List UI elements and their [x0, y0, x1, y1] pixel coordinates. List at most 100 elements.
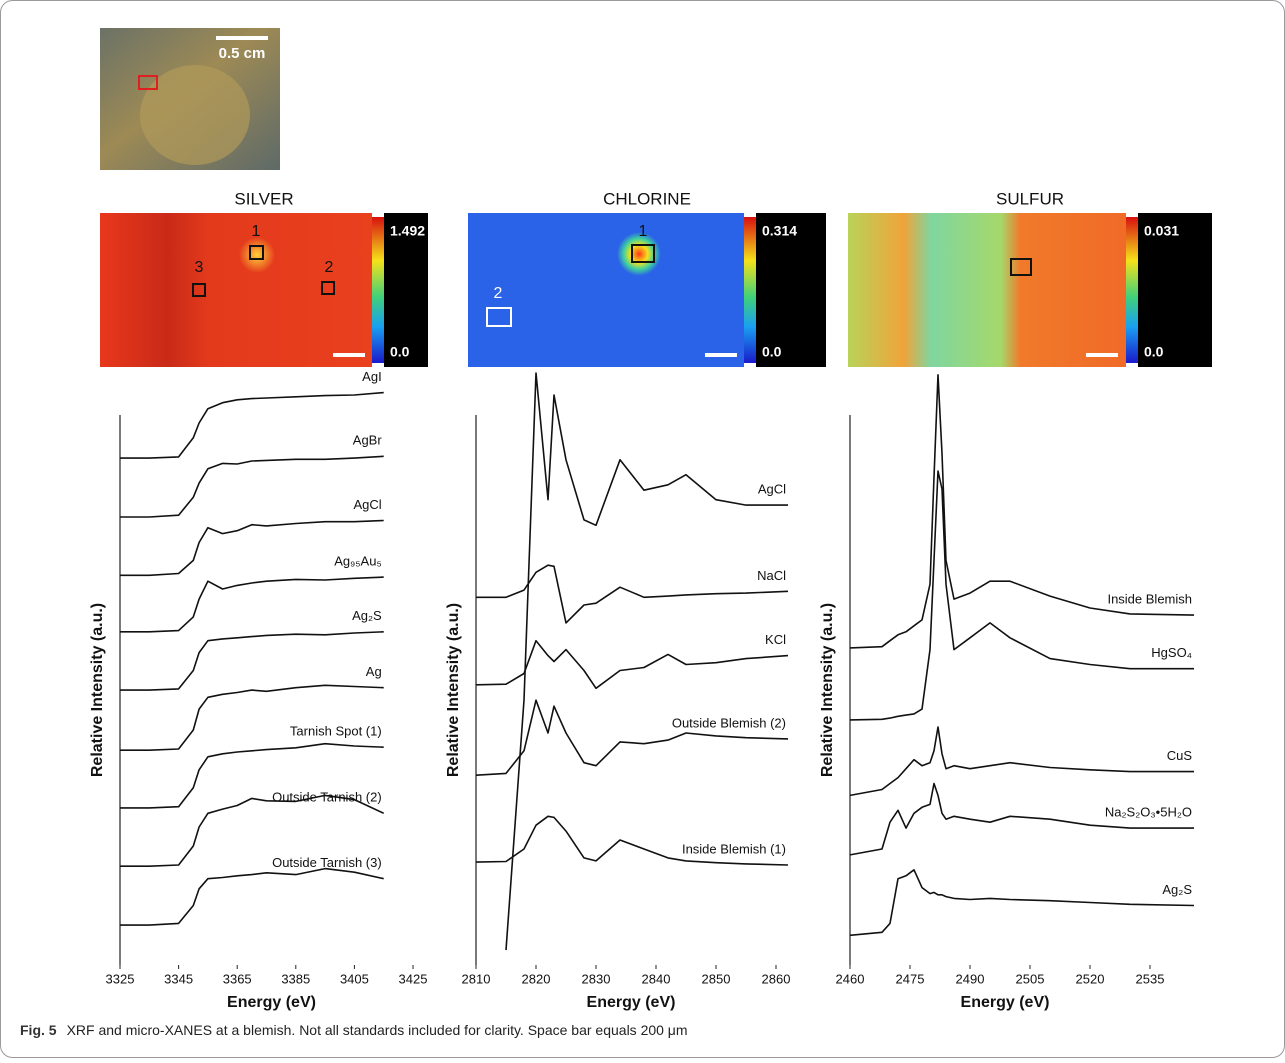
- spectrum: [120, 867, 384, 926]
- y-axis-label: Relative Intensity (a.u.): [445, 603, 462, 777]
- series-label: AgCl: [354, 497, 382, 512]
- x-axis-label: Energy (eV): [587, 994, 676, 1011]
- colorbar: [1126, 217, 1138, 363]
- spectrum: [849, 374, 1195, 649]
- spectrum: [475, 699, 789, 776]
- map-title: SULFUR: [996, 189, 1064, 208]
- spectrum: [120, 742, 384, 809]
- map-title: CHLORINE: [603, 189, 691, 208]
- heatmap: [848, 213, 1126, 367]
- spectrum: [475, 639, 789, 690]
- colorbar-panel: [384, 213, 428, 367]
- map-title: SILVER: [234, 189, 293, 208]
- x-tick-label: 3345: [164, 971, 193, 986]
- x-tick-label: 3425: [399, 971, 428, 986]
- series-label: AgI: [362, 369, 382, 384]
- colorbar-min: 0.0: [762, 344, 782, 360]
- region-box: [1010, 258, 1032, 276]
- region-box: [486, 307, 512, 327]
- series-label: NaCl: [757, 568, 786, 583]
- series-label: HgSO₄: [1151, 645, 1192, 660]
- photo-face: [140, 65, 250, 165]
- x-tick-label: 2820: [522, 971, 551, 986]
- series-label: Ag₂S: [1162, 882, 1192, 897]
- series-label: Ag₂S: [352, 608, 382, 623]
- x-tick-label: 2810: [462, 971, 491, 986]
- colorbar-min: 0.0: [1144, 344, 1164, 360]
- series-label: Inside Blemish (1): [682, 841, 786, 856]
- series-label: CuS: [1167, 748, 1193, 763]
- x-tick-label: 3405: [340, 971, 369, 986]
- colorbar-min: 0.0: [390, 344, 410, 360]
- region-box: [192, 283, 206, 297]
- colorbar-max: 1.492: [390, 223, 425, 239]
- series-label: Inside Blemish: [1107, 592, 1192, 607]
- x-tick-label: 2460: [836, 971, 865, 986]
- y-axis-label: Relative Intensity (a.u.): [819, 603, 836, 777]
- region-label: 3: [195, 259, 204, 276]
- x-tick-label: 2490: [956, 971, 985, 986]
- x-tick-label: 3385: [281, 971, 310, 986]
- heatmap: [100, 213, 372, 367]
- colorbar-panel: [1138, 213, 1212, 367]
- series-label: AgBr: [353, 433, 383, 448]
- spectrum: [475, 815, 789, 866]
- spectrum: [849, 869, 1195, 937]
- spectrum: [476, 564, 789, 624]
- x-tick-label: 2850: [702, 971, 731, 986]
- series-label: Ag: [366, 664, 382, 679]
- colorbar-panel: [756, 213, 826, 367]
- region-box: [321, 281, 335, 295]
- scale-label: 0.5 cm: [219, 45, 266, 62]
- x-axis-label: Energy (eV): [227, 994, 316, 1011]
- region-label: 2: [494, 285, 503, 302]
- heatmap-spot: [617, 232, 661, 276]
- region-label: 1: [252, 223, 261, 240]
- heatmap-spot: [239, 237, 275, 273]
- x-tick-label: 3325: [106, 971, 135, 986]
- x-tick-label: 2475: [896, 971, 925, 986]
- spectrum: [120, 519, 384, 577]
- x-tick-label: 3365: [223, 971, 252, 986]
- x-tick-label: 2535: [1136, 971, 1165, 986]
- spectrum: [120, 576, 384, 633]
- series-label: Outside Tarnish (2): [272, 790, 382, 805]
- spectrum: [120, 684, 384, 751]
- x-tick-label: 2505: [1016, 971, 1045, 986]
- colorbar-max: 0.314: [762, 223, 797, 239]
- spectrum: [120, 794, 385, 867]
- heatmap: [468, 213, 744, 367]
- colorbar: [744, 217, 756, 363]
- photo-region: [138, 75, 158, 90]
- series-label: Tarnish Spot (1): [290, 724, 382, 739]
- x-tick-label: 2520: [1076, 971, 1105, 986]
- caption-text: XRF and micro-XANES at a blemish. Not al…: [67, 1022, 688, 1038]
- spectrum: [120, 631, 384, 691]
- spectrum: [120, 391, 384, 459]
- x-tick-label: 2840: [642, 971, 671, 986]
- caption: Fig. 5 XRF and micro-XANES at a blemish. …: [20, 1022, 688, 1038]
- spectrum: [120, 455, 384, 518]
- series-label: Outside Tarnish (3): [272, 855, 382, 870]
- x-tick-label: 2830: [582, 971, 611, 986]
- spectrum: [849, 726, 1194, 797]
- y-axis-label: Relative Intensity (a.u.): [89, 603, 106, 777]
- spectrum: [849, 470, 1194, 721]
- colorbar: [372, 217, 384, 363]
- region-box: [631, 244, 655, 263]
- spectrum: [505, 372, 788, 951]
- region-label: 1: [639, 223, 648, 240]
- series-label: KCl: [765, 632, 786, 647]
- spectrum: [849, 782, 1194, 856]
- colorbar-max: 0.031: [1144, 223, 1179, 239]
- region-label: 2: [325, 259, 334, 276]
- caption-label: Fig. 5: [20, 1022, 57, 1038]
- x-tick-label: 2860: [762, 971, 791, 986]
- series-label: Na₂S₂O₃•5H₂O: [1105, 805, 1192, 820]
- region-box: [249, 245, 264, 260]
- series-label: Outside Blemish (2): [672, 715, 786, 730]
- x-axis-label: Energy (eV): [961, 994, 1050, 1011]
- series-label: Ag₉₅Au₅: [334, 553, 381, 568]
